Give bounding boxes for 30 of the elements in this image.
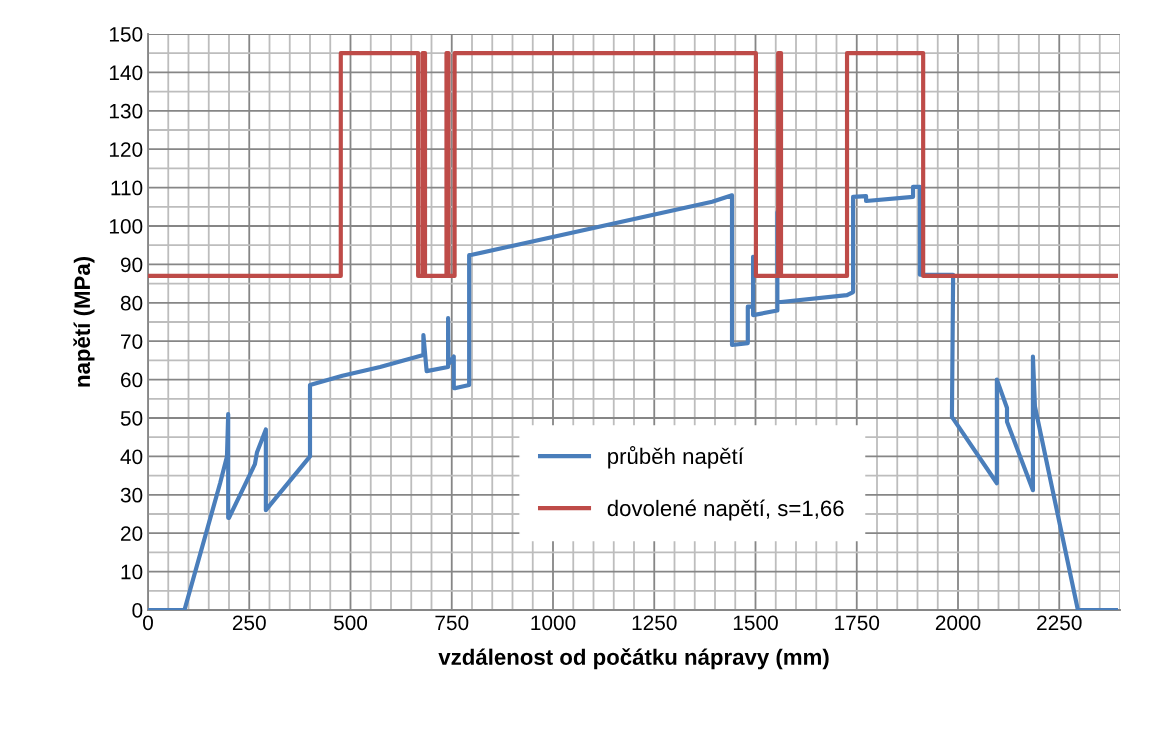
- x-tick-label: 1500: [733, 615, 778, 631]
- x-tick-label: 250: [232, 615, 266, 631]
- x-tick-label: 2250: [1037, 615, 1082, 631]
- x-tick-label: 1000: [531, 615, 576, 631]
- x-tick-label: 500: [333, 615, 368, 631]
- y-tick-label: 110: [111, 180, 143, 196]
- x-tick-label: 1250: [632, 615, 677, 631]
- y-tick-label: 90: [120, 257, 143, 273]
- y-tick-label: 50: [120, 411, 143, 426]
- y-tick-label: 10: [121, 564, 143, 580]
- y-tick-label: 0: [132, 603, 143, 618]
- y-tick-label: 20: [121, 526, 143, 541]
- x-tick-label: 0: [143, 615, 153, 631]
- legend-label: dovolené napětí, s=1,66: [607, 499, 844, 521]
- y-tick-label: 140: [109, 65, 143, 81]
- y-tick-label: 40: [120, 449, 143, 465]
- x-axis-title: vzdálenost od počátku nápravy (mm): [438, 648, 829, 670]
- y-tick-label: 70: [121, 334, 143, 349]
- x-tick-label: 750: [435, 615, 469, 631]
- legend-label: průběh napětí: [608, 445, 744, 469]
- y-tick-label: 60: [121, 372, 143, 388]
- y-tick-label: 80: [120, 295, 143, 311]
- y-tick-label: 130: [109, 103, 143, 119]
- x-tick-label: 2000: [935, 615, 981, 631]
- y-tick-label: 150: [109, 27, 143, 42]
- y-tick-label: 120: [109, 142, 143, 157]
- y-axis-title: napětí (MPa): [73, 257, 95, 387]
- y-tick-label: 100: [109, 219, 143, 234]
- x-tick-label: 1750: [835, 615, 880, 631]
- y-tick-label: 30: [120, 487, 143, 503]
